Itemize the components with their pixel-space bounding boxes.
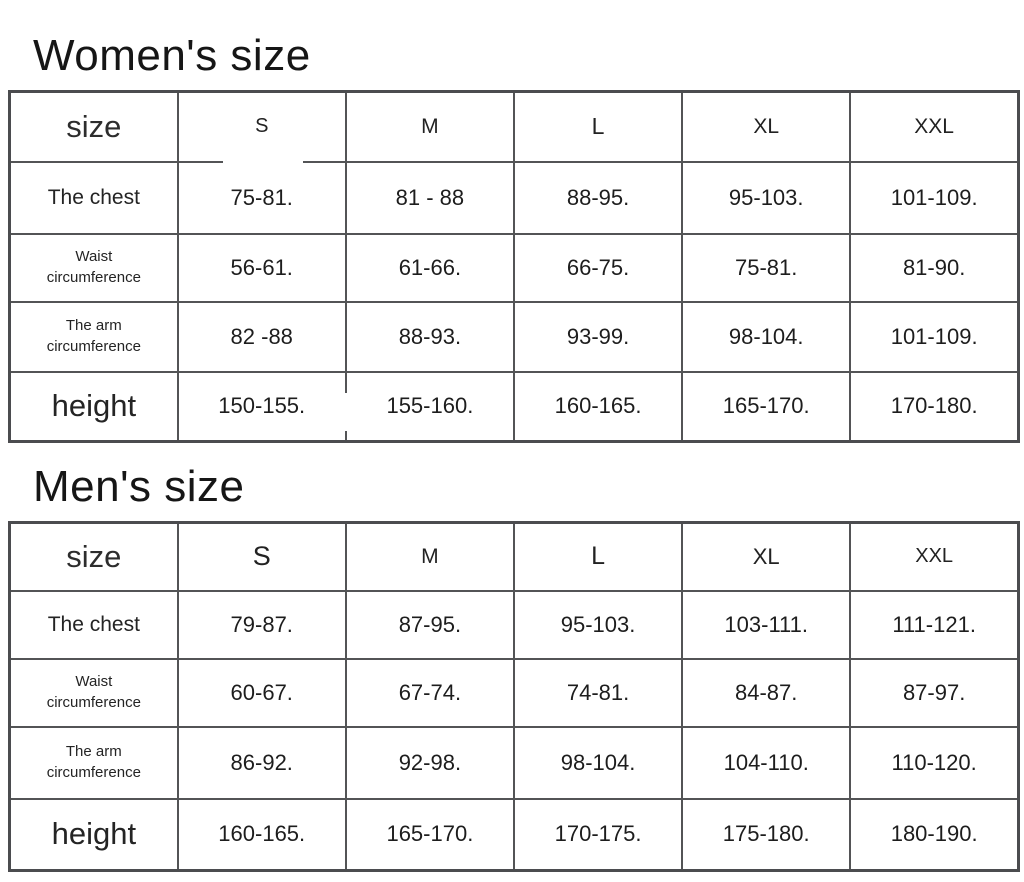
women-arm-l: 93-99.	[512, 300, 684, 373]
men-chest-xl: 103-111.	[681, 589, 852, 660]
women-waist-xl: 75-81.	[681, 232, 852, 303]
women-arm-label: The arm circumference	[8, 300, 179, 373]
women-header-m: M	[344, 90, 515, 163]
men-arm-m: 92-98.	[344, 725, 515, 800]
men-height-xl: 175-180.	[681, 797, 852, 872]
women-size-table: size S M L XL XXL The chest 75-81. 81 - …	[8, 90, 1020, 443]
women-waist-xxl: 81-90.	[849, 232, 1020, 303]
men-arm-s: 86-92.	[176, 725, 347, 800]
women-waist-m: 61-66.	[344, 232, 515, 303]
men-height-xxl: 180-190.	[849, 797, 1020, 872]
men-waist-label: Waist circumference	[8, 657, 179, 728]
women-height-xxl: 170-180.	[849, 370, 1020, 443]
men-waist-xxl: 87-97.	[849, 657, 1020, 728]
men-height-row: height 160-165. 165-170. 170-175. 175-18…	[8, 797, 1020, 872]
men-waist-row: Waist circumference 60-67. 67-74. 74-81.…	[8, 657, 1020, 728]
women-height-s: 150-155.	[176, 370, 347, 443]
women-chest-xxl: 101-109.	[849, 160, 1020, 235]
broken-divider-height-row-artifact	[343, 393, 353, 431]
men-chest-row: The chest 79-87. 87-95. 95-103. 103-111.…	[8, 589, 1020, 660]
men-header-m: M	[344, 521, 515, 592]
women-height-l: 160-165.	[512, 370, 684, 443]
men-table-wrap: size S M L XL XXL The chest 79-87. 87-95…	[8, 521, 1020, 872]
men-size-table: size S M L XL XXL The chest 79-87. 87-95…	[8, 521, 1020, 872]
men-arm-row: The arm circumference 86-92. 92-98. 98-1…	[8, 725, 1020, 800]
men-title: Men's size	[33, 462, 245, 511]
border-gap-under-s-artifact	[223, 156, 303, 168]
women-arm-row: The arm circumference 82 -88 88-93. 93-9…	[8, 300, 1020, 373]
women-height-label: height	[8, 370, 179, 443]
women-height-xl: 165-170.	[681, 370, 852, 443]
women-waist-l: 66-75.	[512, 232, 684, 303]
men-waist-l: 74-81.	[512, 657, 684, 728]
women-arm-xxl: 101-109.	[849, 300, 1020, 373]
men-arm-l: 98-104.	[512, 725, 684, 800]
women-header-s: S	[176, 90, 347, 163]
men-header-row: size S M L XL XXL	[8, 521, 1020, 592]
women-chest-s: 75-81.	[176, 160, 347, 235]
women-table-wrap: size S M L XL XXL The chest 75-81. 81 - …	[8, 90, 1020, 443]
men-arm-xl: 104-110.	[681, 725, 852, 800]
men-header-xxl: XXL	[849, 521, 1020, 592]
men-height-m: 165-170.	[344, 797, 515, 872]
men-header-size: size	[8, 521, 179, 592]
women-title: Women's size	[33, 31, 311, 80]
women-arm-s: 82 -88	[176, 300, 347, 373]
women-header-xxl: XXL	[849, 90, 1020, 163]
women-waist-label: Waist circumference	[8, 232, 179, 303]
women-height-row: height 150-155. 155-160. 160-165. 165-17…	[8, 370, 1020, 443]
women-header-l: L	[512, 90, 684, 163]
men-chest-xxl: 111-121.	[849, 589, 1020, 660]
women-chest-m: 81 - 88	[344, 160, 515, 235]
women-header-row: size S M L XL XXL	[8, 90, 1020, 163]
men-chest-l: 95-103.	[512, 589, 684, 660]
women-chest-l: 88-95.	[512, 160, 684, 235]
men-height-l: 170-175.	[512, 797, 684, 872]
women-header-size: size	[8, 90, 179, 163]
women-waist-row: Waist circumference 56-61. 61-66. 66-75.…	[8, 232, 1020, 303]
women-arm-m: 88-93.	[344, 300, 515, 373]
men-waist-m: 67-74.	[344, 657, 515, 728]
men-header-l: L	[512, 521, 684, 592]
men-waist-s: 60-67.	[176, 657, 347, 728]
men-header-xl: XL	[681, 521, 852, 592]
men-height-label: height	[8, 797, 179, 872]
women-section: Women's size size S M L XL XXL The chest…	[8, 31, 1020, 443]
men-header-s: S	[176, 521, 347, 592]
men-chest-label: The chest	[8, 589, 179, 660]
women-header-xl: XL	[681, 90, 852, 163]
men-waist-xl: 84-87.	[681, 657, 852, 728]
women-height-m: 155-160.	[344, 370, 515, 443]
men-section: Men's size size S M L XL XXL The chest 7…	[0, 443, 1024, 872]
men-height-s: 160-165.	[176, 797, 347, 872]
women-chest-label: The chest	[8, 160, 179, 235]
men-arm-xxl: 110-120.	[849, 725, 1020, 800]
women-arm-xl: 98-104.	[681, 300, 852, 373]
women-chest-xl: 95-103.	[681, 160, 852, 235]
men-chest-m: 87-95.	[344, 589, 515, 660]
women-chest-row: The chest 75-81. 81 - 88 88-95. 95-103. …	[8, 160, 1020, 235]
men-chest-s: 79-87.	[176, 589, 347, 660]
men-arm-label: The arm circumference	[8, 725, 179, 800]
women-waist-s: 56-61.	[176, 232, 347, 303]
